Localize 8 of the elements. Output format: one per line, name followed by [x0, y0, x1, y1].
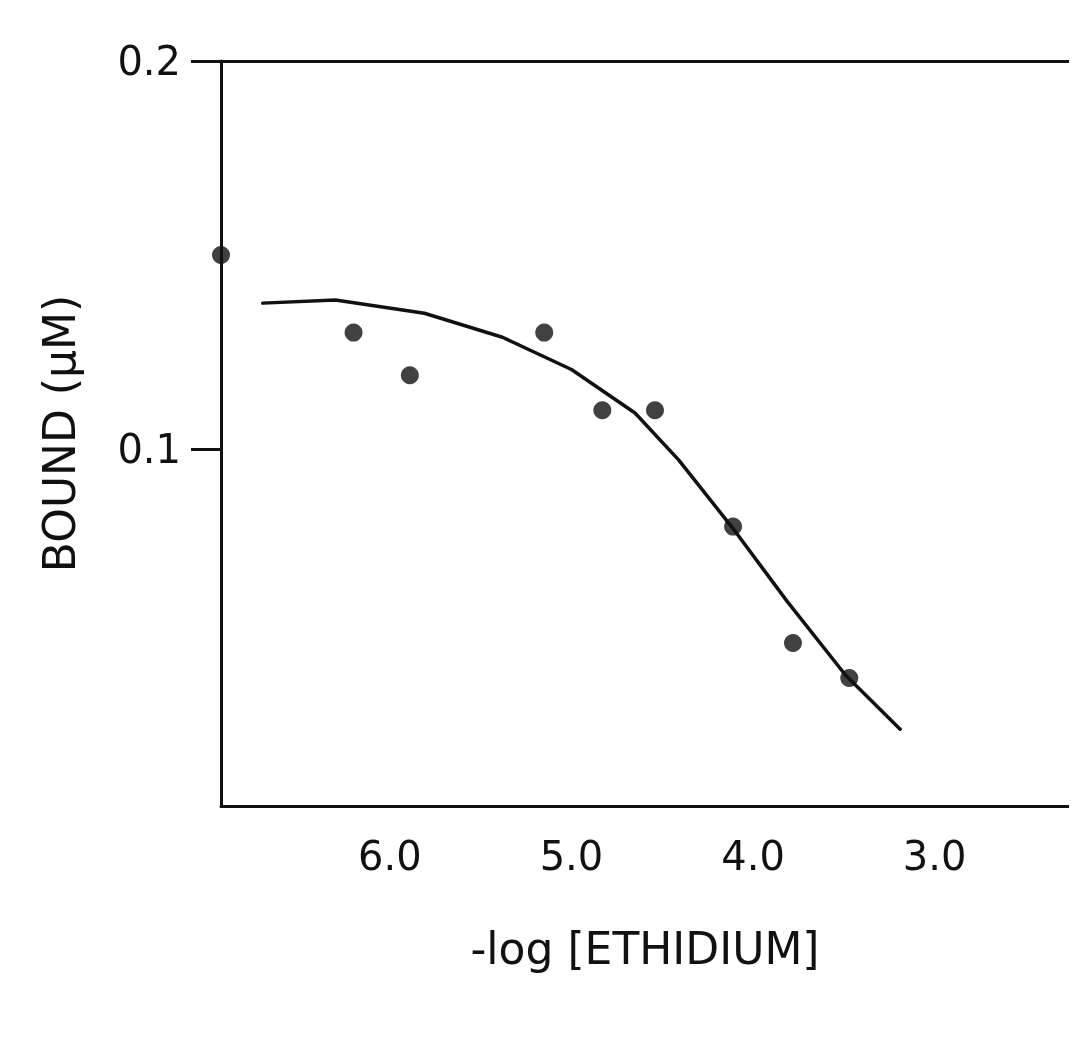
y-axis-title: BOUND (μM) — [33, 294, 85, 573]
x-tick-label: 5.0 — [539, 833, 604, 879]
x-tick-label: 6.0 — [358, 833, 422, 879]
x-axis-title: -log [ETHIDIUM] — [470, 922, 820, 974]
y-tick-label: 0.1 — [117, 426, 181, 473]
x-tick-label: 4.0 — [721, 833, 785, 879]
y-tick-label: 0.2 — [117, 38, 181, 84]
x-tick-label: 3.0 — [902, 833, 967, 879]
